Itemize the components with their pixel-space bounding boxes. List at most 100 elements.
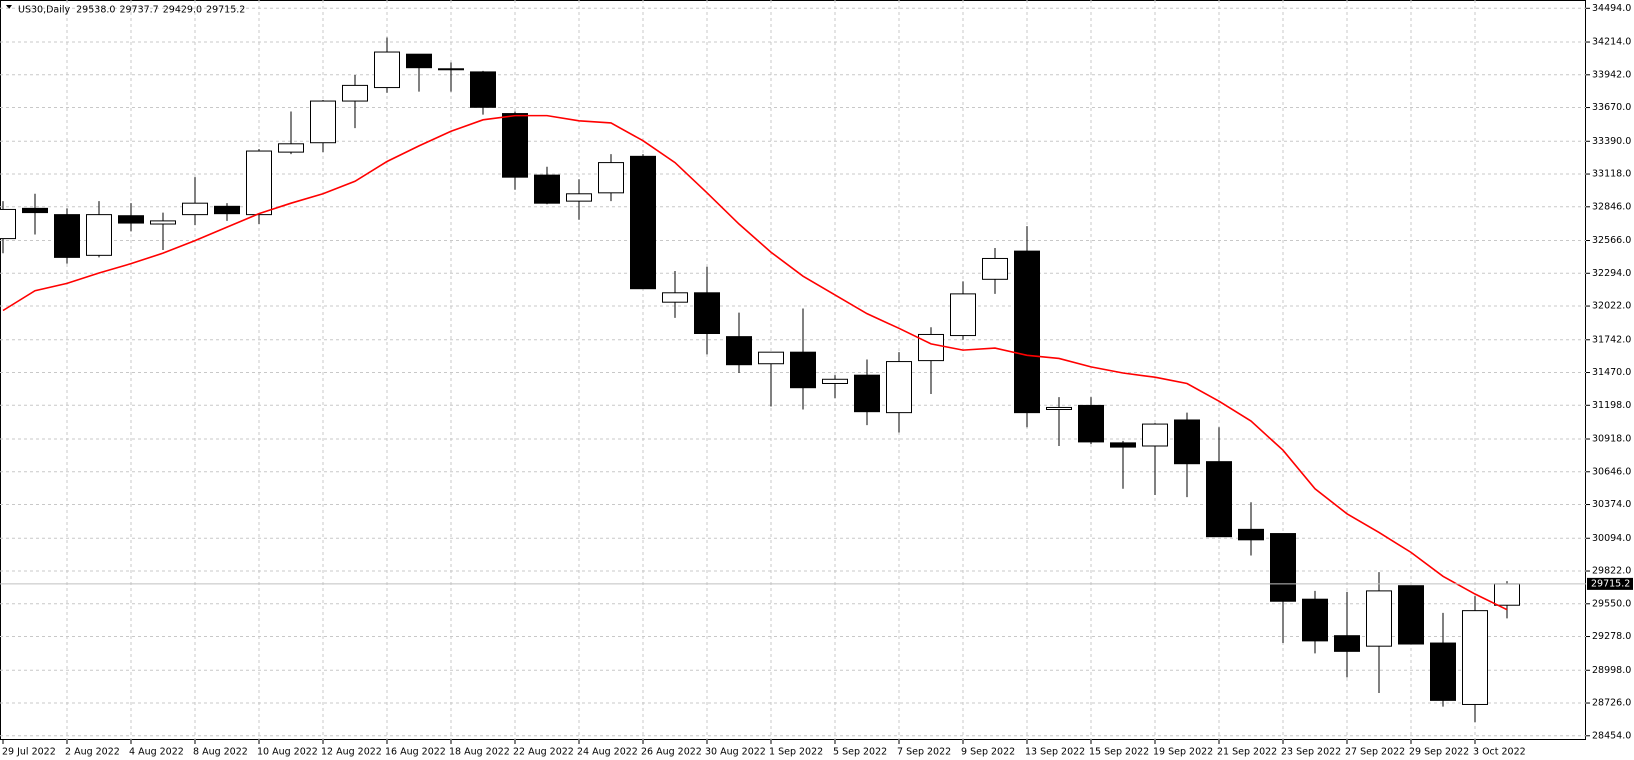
candle-body	[1398, 585, 1424, 645]
price-tag	[1587, 577, 1633, 590]
candle-body	[918, 333, 944, 362]
y-tick-label: 31198.0	[1592, 400, 1631, 411]
x-tick-label: 1 Sep 2022	[769, 747, 823, 758]
candle-body	[1366, 590, 1392, 647]
x-tick-label: 13 Sep 2022	[1025, 747, 1085, 758]
x-tick-label: 8 Aug 2022	[193, 747, 248, 758]
candle-body	[1206, 461, 1232, 538]
candle-body	[278, 143, 304, 153]
x-tick-label: 3 Oct 2022	[1473, 747, 1526, 758]
candle-body	[86, 214, 112, 256]
candle-body	[118, 215, 144, 224]
candle-body	[1462, 610, 1488, 705]
x-tick-label: 5 Sep 2022	[833, 747, 887, 758]
y-tick-label: 33390.0	[1592, 136, 1631, 147]
candle-body	[1238, 528, 1264, 541]
y-tick-label: 32566.0	[1592, 235, 1631, 246]
candle-body	[1302, 598, 1328, 642]
x-tick-label: 2 Aug 2022	[65, 747, 120, 758]
y-tick-label: 28454.0	[1592, 730, 1631, 741]
candle-body	[342, 84, 368, 102]
header-ohlc-value: 29715.2	[206, 5, 245, 16]
header-ohlc-value: 29429.0	[163, 5, 202, 16]
candle-body	[854, 374, 880, 413]
y-tick-label: 28998.0	[1592, 665, 1631, 676]
y-tick-label: 29822.0	[1592, 566, 1631, 577]
x-tick-label: 15 Sep 2022	[1089, 747, 1149, 758]
x-tick-label: 21 Sep 2022	[1217, 747, 1277, 758]
y-tick-label: 33942.0	[1592, 69, 1631, 80]
y-tick-label: 33670.0	[1592, 102, 1631, 113]
x-tick-label: 29 Sep 2022	[1409, 747, 1469, 758]
x-tick-label: 16 Aug 2022	[385, 747, 446, 758]
y-tick-label: 31742.0	[1592, 334, 1631, 345]
x-tick-label: 23 Sep 2022	[1281, 747, 1341, 758]
y-tick-label: 30918.0	[1592, 434, 1631, 445]
x-tick-label: 26 Aug 2022	[641, 747, 702, 758]
x-tick-label: 30 Aug 2022	[705, 747, 766, 758]
candle-body	[566, 193, 592, 202]
x-tick-label: 19 Sep 2022	[1153, 747, 1213, 758]
candle-body	[630, 155, 656, 290]
candle-body	[1494, 583, 1520, 606]
candle-body	[1142, 423, 1168, 447]
x-tick-label: 10 Aug 2022	[257, 747, 318, 758]
candle-body	[950, 293, 976, 337]
y-tick-label: 34214.0	[1592, 37, 1631, 48]
candle-body	[1110, 442, 1136, 448]
y-tick-label: 29278.0	[1592, 631, 1631, 642]
candle-body	[886, 361, 912, 414]
candle-body	[1014, 250, 1040, 414]
candle-body	[1334, 635, 1360, 652]
candle-body	[470, 71, 496, 108]
candle-body	[214, 205, 240, 215]
menu-triangle[interactable]	[6, 5, 12, 9]
x-tick-label: 9 Sep 2022	[961, 747, 1015, 758]
y-tick-label: 30094.0	[1592, 533, 1631, 544]
moving-average-line	[2, 114, 1508, 611]
candle-body	[150, 220, 176, 225]
candle-body	[406, 53, 432, 69]
candle-body	[374, 51, 400, 89]
y-tick-label: 30374.0	[1592, 499, 1631, 510]
candle-body	[0, 208, 16, 240]
candle-body	[598, 162, 624, 194]
y-tick-label: 33118.0	[1592, 169, 1631, 180]
candle-body	[502, 113, 528, 178]
candle-body	[438, 68, 464, 71]
candle-body	[182, 202, 208, 216]
y-tick-label: 31470.0	[1592, 367, 1631, 378]
candle-body	[1046, 406, 1072, 411]
x-tick-label: 12 Aug 2022	[321, 747, 382, 758]
candle-body	[790, 351, 816, 389]
candle-body	[22, 207, 48, 214]
x-tick-label: 27 Sep 2022	[1345, 747, 1405, 758]
candle-body	[310, 100, 336, 144]
x-tick-label: 22 Aug 2022	[513, 747, 574, 758]
symbol-title: US30,Daily	[18, 5, 71, 16]
candle-body	[1270, 533, 1296, 602]
candle-body	[54, 214, 80, 258]
candle-body	[1078, 404, 1104, 443]
candle-body	[662, 292, 688, 303]
candle-body	[822, 378, 848, 384]
y-tick-label: 32022.0	[1592, 301, 1631, 312]
candle-body	[1174, 419, 1200, 465]
candle-body	[982, 257, 1008, 280]
y-tick-label: 32846.0	[1592, 201, 1631, 212]
candle-body	[758, 351, 784, 365]
header-ohlc-value: 29538.0	[76, 5, 115, 16]
header-ohlc-value: 29737.7	[119, 5, 158, 16]
candle-body	[726, 336, 752, 366]
marks	[0, 37, 1520, 723]
y-tick-label: 29550.0	[1592, 598, 1631, 609]
candle-body	[534, 174, 560, 204]
x-tick-label: 18 Aug 2022	[449, 747, 510, 758]
candle-body	[1430, 642, 1456, 701]
candle-body	[246, 150, 272, 216]
candle-body	[694, 292, 720, 335]
y-tick-label: 32294.0	[1592, 268, 1631, 279]
x-tick-label: 4 Aug 2022	[129, 747, 184, 758]
y-tick-label: 30646.0	[1592, 466, 1631, 477]
